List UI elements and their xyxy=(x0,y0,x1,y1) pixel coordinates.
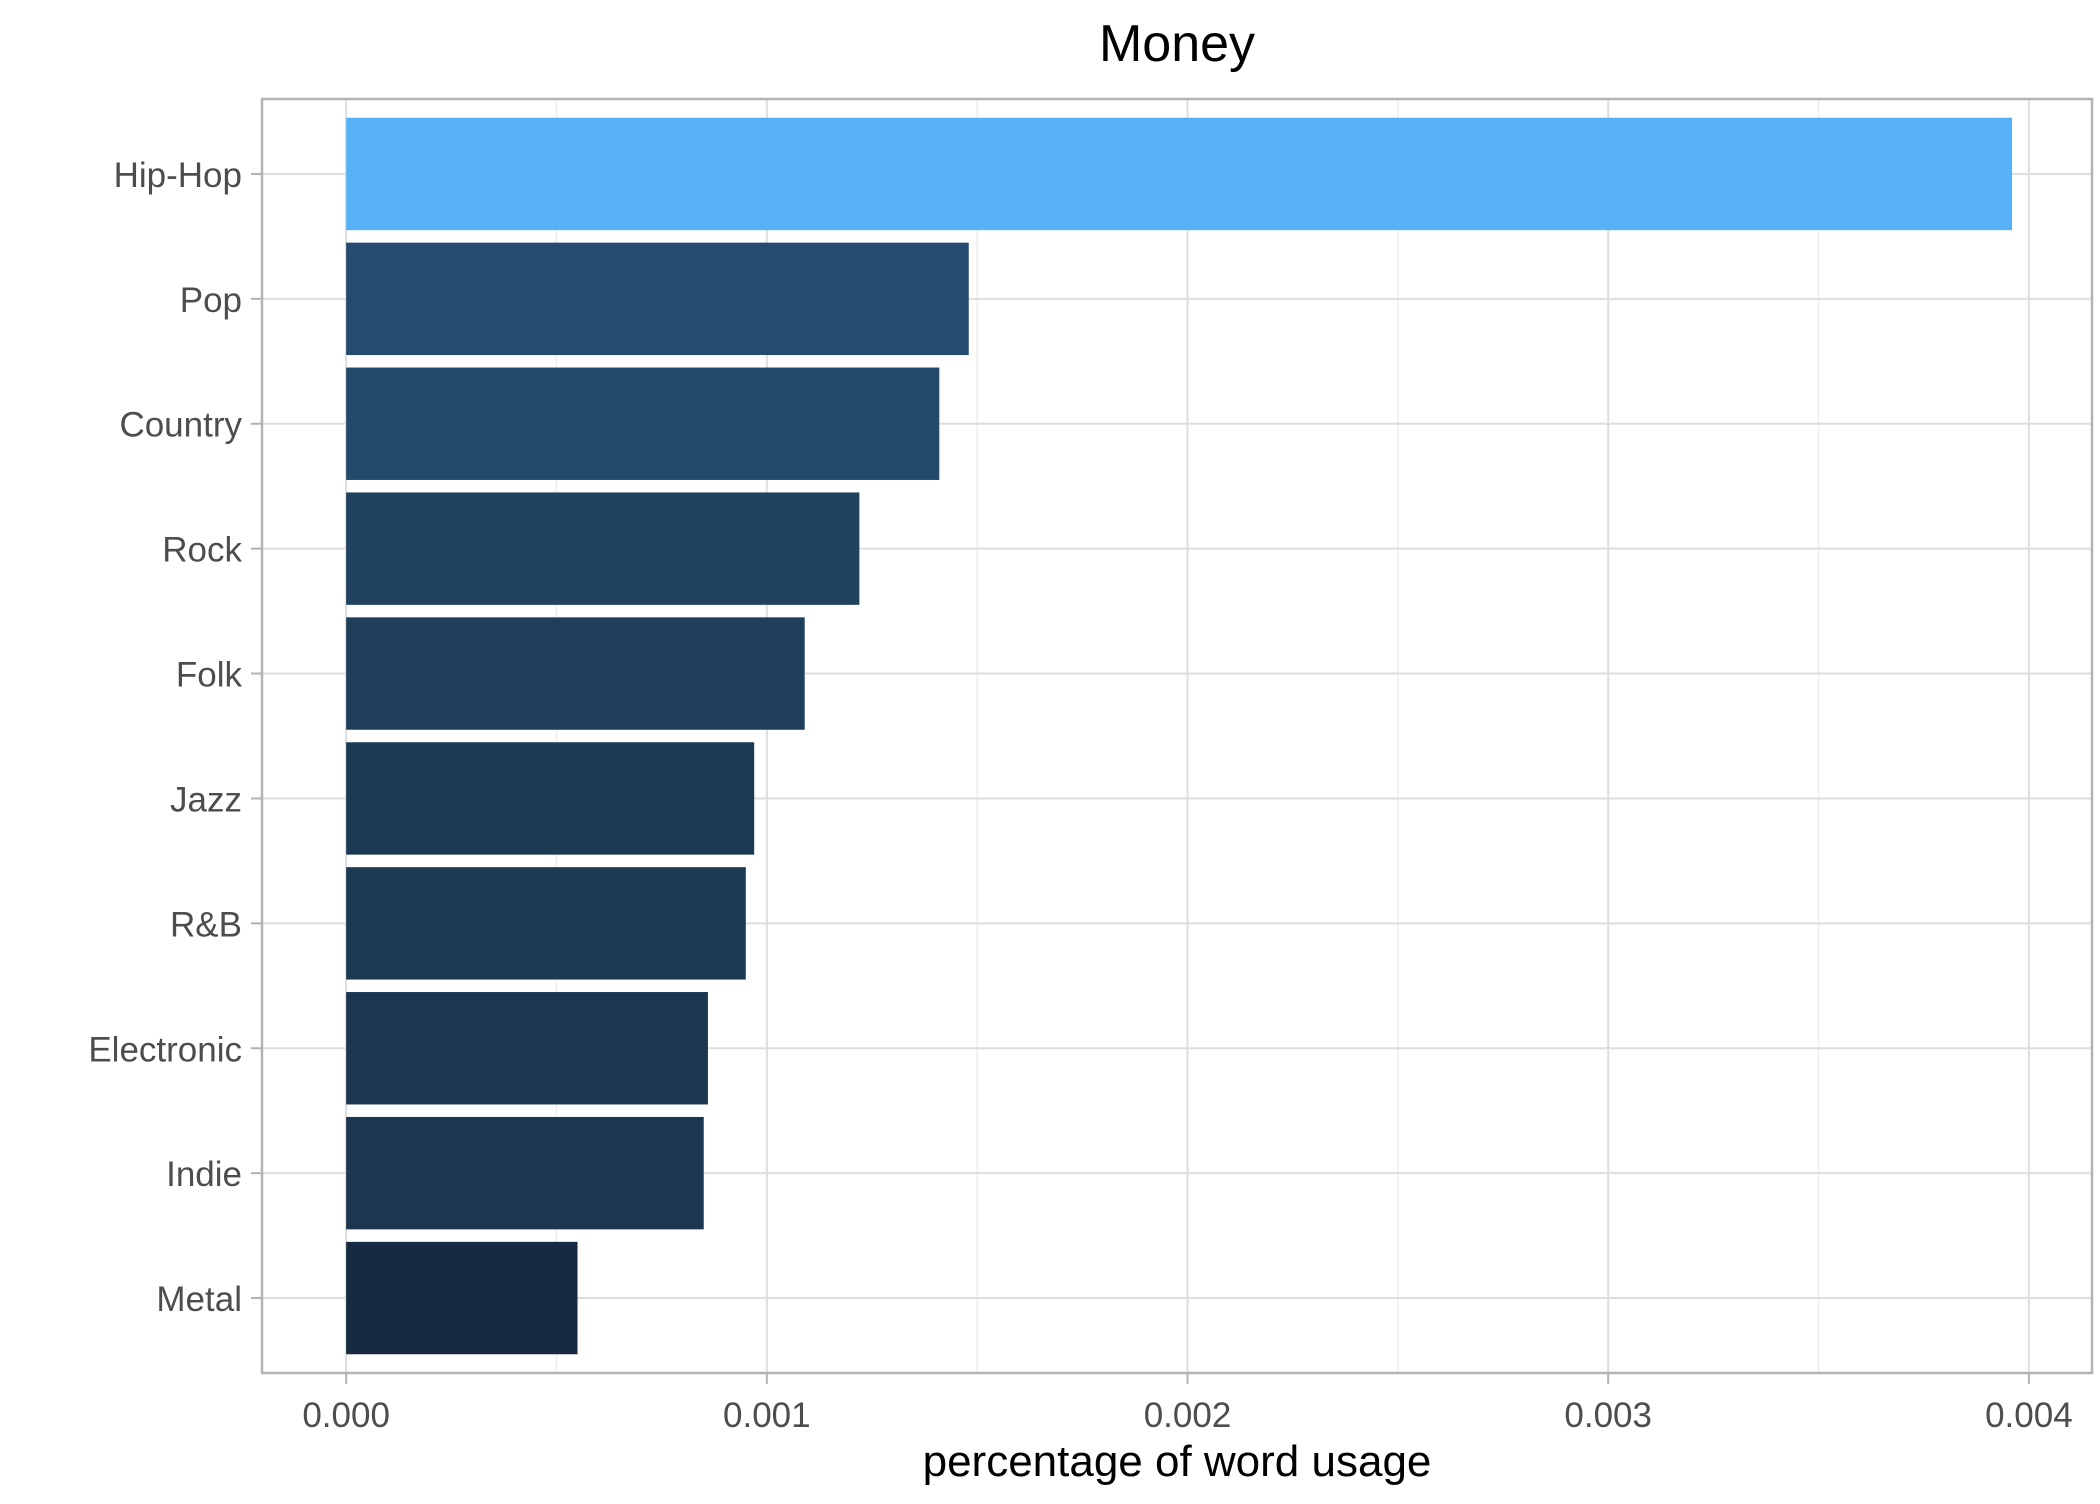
y-tick-label: Rock xyxy=(162,531,242,570)
x-tick-label: 0.002 xyxy=(1144,1396,1232,1435)
y-tick-label: Folk xyxy=(176,656,243,695)
x-tick-label: 0.001 xyxy=(723,1396,811,1435)
x-tick-label: 0.003 xyxy=(1564,1396,1652,1435)
bar-electronic xyxy=(346,992,708,1105)
bar-hip-hop xyxy=(346,117,2013,231)
y-tick-label: Pop xyxy=(180,281,242,320)
bar-indie xyxy=(346,1116,704,1230)
bars xyxy=(346,117,2013,1355)
x-axis: 0.000 0.001 0.002 0.003 0.004 xyxy=(302,1373,2073,1435)
bar-country xyxy=(346,367,940,480)
x-tick-label: 0.004 xyxy=(1985,1396,2073,1435)
chart-title: Money xyxy=(1099,15,1255,73)
bar-folk xyxy=(346,617,805,730)
bar-r-b xyxy=(346,867,746,980)
x-axis-title: percentage of word usage xyxy=(923,1437,1432,1486)
y-tick-label: Hip-Hop xyxy=(114,156,242,195)
y-tick-label: Jazz xyxy=(170,780,242,819)
y-tick-label: Electronic xyxy=(88,1030,242,1069)
x-tick-label: 0.000 xyxy=(302,1396,390,1435)
y-tick-label: Metal xyxy=(156,1280,242,1319)
plot-border xyxy=(260,97,2094,1375)
bar-jazz xyxy=(346,742,755,855)
y-tick-label: Indie xyxy=(166,1155,242,1194)
y-tick-label: R&B xyxy=(170,905,242,944)
bar-metal xyxy=(346,1241,578,1355)
y-tick-label: Country xyxy=(119,406,242,445)
bar-rock xyxy=(346,492,860,605)
y-axis: Hip-Hop Pop Country Rock Folk Jazz R&B Electron… xyxy=(88,156,262,1319)
bar-pop xyxy=(346,242,969,356)
